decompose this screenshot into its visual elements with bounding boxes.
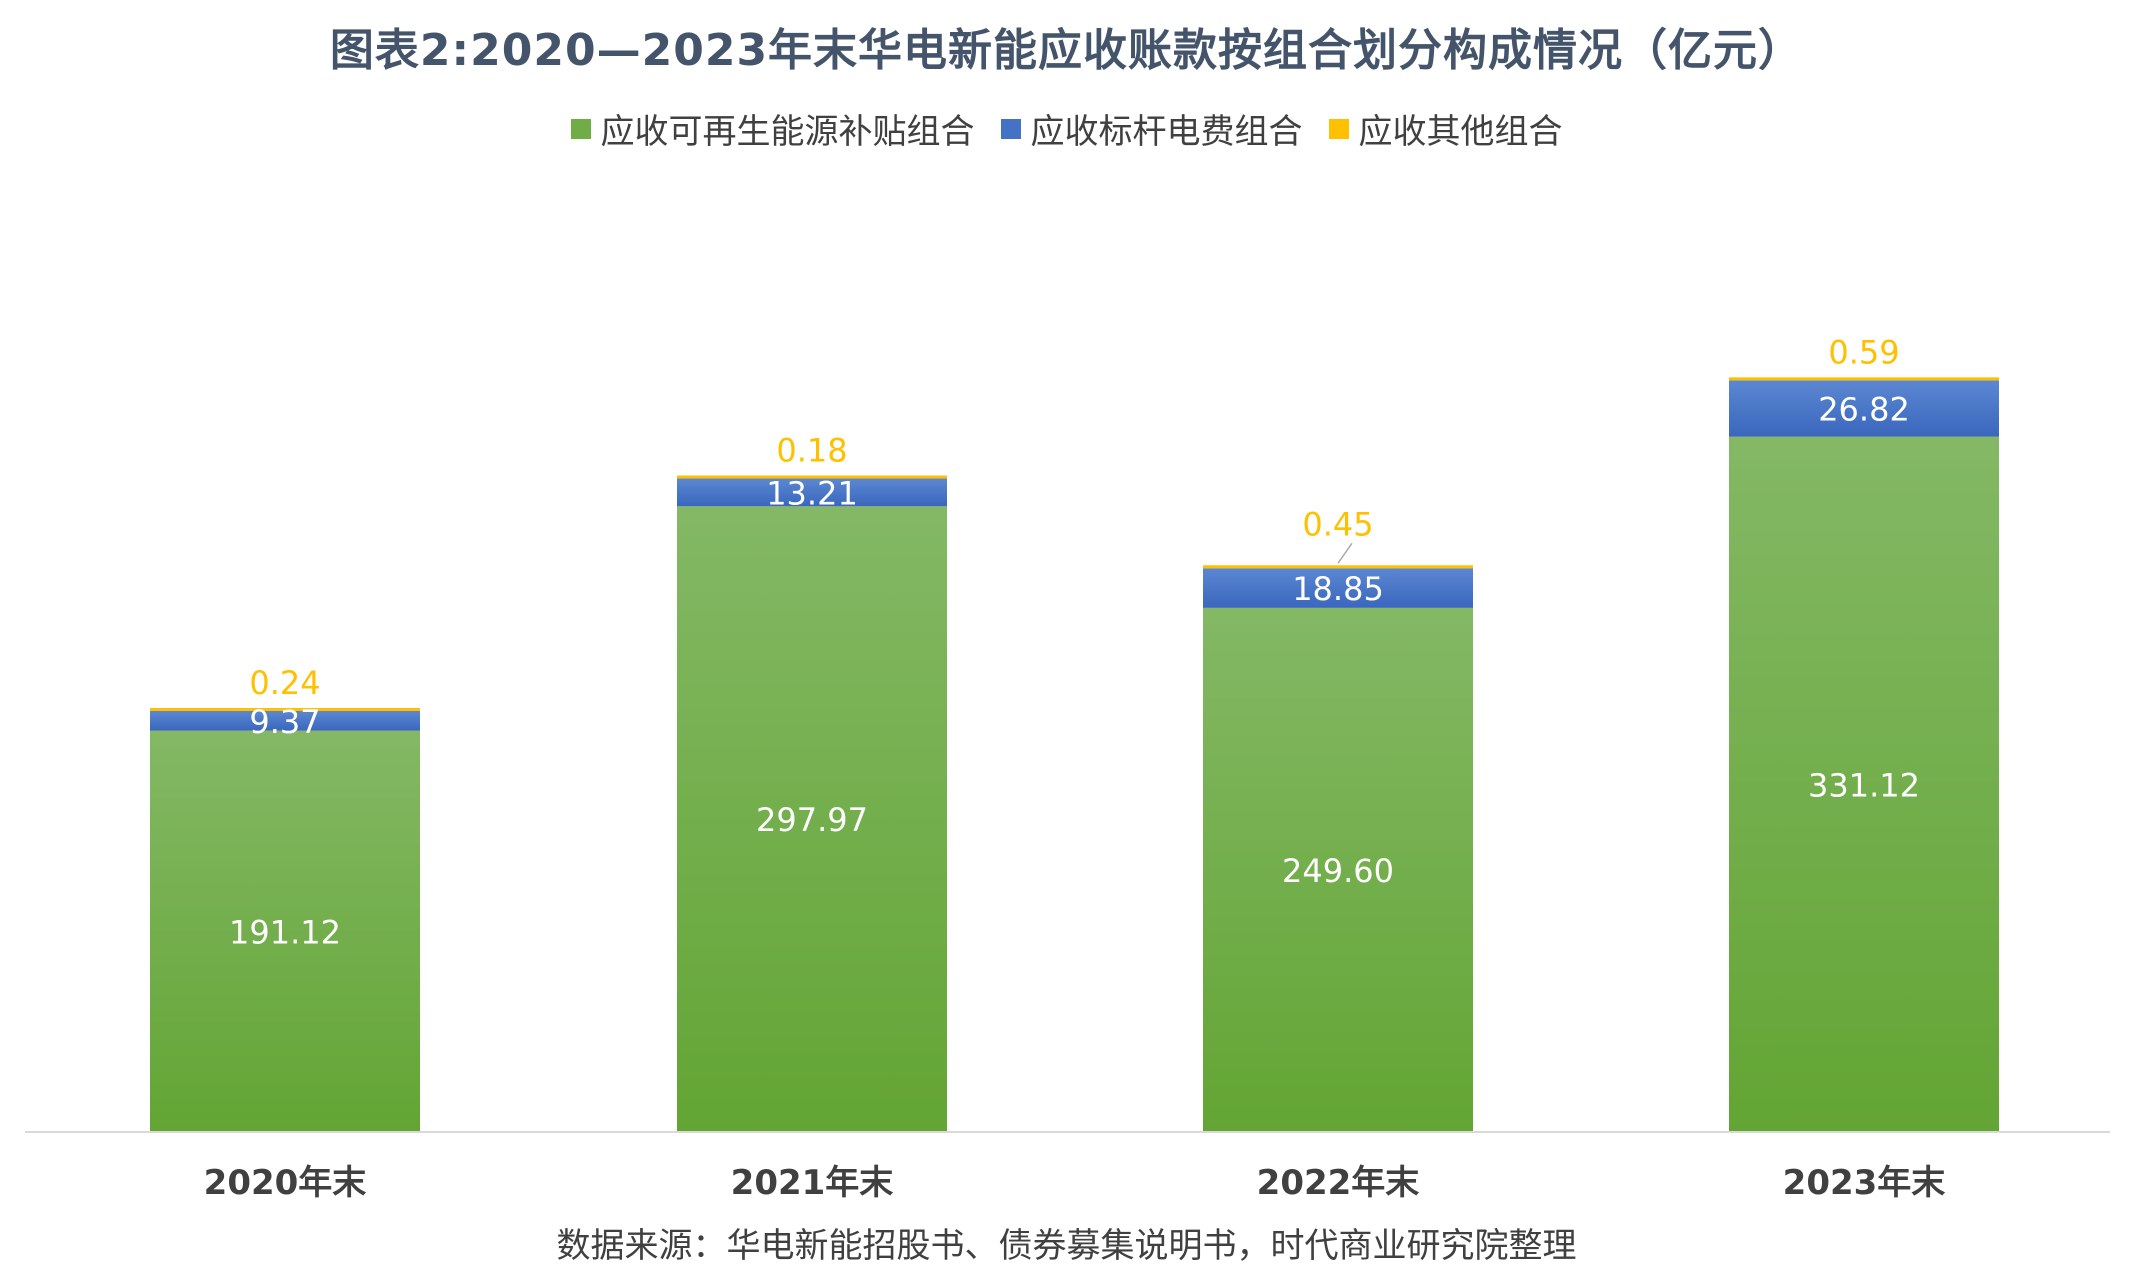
- category-label: 2021年末: [731, 1163, 894, 1203]
- legend-item-other: 应收其他组合: [1328, 104, 1563, 153]
- bar-segment-other: [677, 475, 947, 479]
- bar-segment-benchmark: [1729, 380, 1999, 437]
- legend-label-subsidy: 应收可再生能源补贴组合: [600, 112, 975, 152]
- data-label-subsidy: 331.12: [1808, 766, 1920, 804]
- data-label-subsidy: 249.60: [1282, 852, 1394, 890]
- legend-swatch-benchmark: [1000, 118, 1021, 139]
- data-label-benchmark: 13.21: [766, 474, 858, 512]
- bar-segment-benchmark: [150, 710, 420, 731]
- bar-segment-other: [1203, 565, 1473, 569]
- legend-item-subsidy: 应收可再生能源补贴组合: [570, 104, 975, 153]
- data-label-subsidy: 297.97: [756, 801, 868, 839]
- bars-layer: [150, 377, 1999, 1132]
- chart-title: 图表2:2020—2023年末华电新能应收账款按组合划分构成情况（亿元）: [329, 25, 1804, 76]
- bar-segment-other: [150, 707, 420, 711]
- data-label-benchmark: 18.85: [1292, 570, 1384, 608]
- bar-segment-benchmark: [1203, 568, 1473, 608]
- category-labels-layer: 2020年末 2021年末 2022年末 2023年末: [204, 1163, 1946, 1203]
- data-label-other: 0.45: [1302, 505, 1373, 543]
- category-label: 2023年末: [1783, 1163, 1946, 1203]
- bar-segment-subsidy: [1729, 436, 1999, 1132]
- data-label-other: 0.59: [1828, 333, 1899, 371]
- data-label-subsidy: 191.12: [229, 913, 341, 951]
- data-label-benchmark: 9.37: [249, 703, 320, 741]
- legend-item-benchmark: 应收标杆电费组合: [1000, 104, 1303, 153]
- chart-legend: 应收可再生能源补贴组合 应收标杆电费组合 应收其他组合: [0, 104, 2133, 153]
- legend-label-other: 应收其他组合: [1358, 112, 1563, 152]
- data-label-benchmark: 26.82: [1818, 390, 1910, 428]
- data-label-other: 0.24: [249, 664, 320, 702]
- data-label-other: 0.18: [776, 432, 847, 470]
- legend-swatch-subsidy: [570, 118, 591, 139]
- category-label: 2020年末: [204, 1163, 367, 1203]
- legend-label-benchmark: 应收标杆电费组合: [1030, 112, 1303, 152]
- labels-layer: 191.12 9.370.24 297.97 13.21 0.18 249.60 18.85…: [229, 333, 1920, 951]
- bar-segment-subsidy: [1203, 607, 1473, 1132]
- legend-swatch-other: [1328, 118, 1349, 139]
- data-source-note: 数据来源：华电新能招股书、债券募集说明书，时代商业研究院整理: [556, 1226, 1577, 1266]
- bar-segment-subsidy: [150, 730, 420, 1132]
- bar-segment-subsidy: [677, 506, 947, 1132]
- category-label: 2022年末: [1257, 1163, 1420, 1203]
- bar-segment-other: [1729, 377, 1999, 381]
- bar-segment-benchmark: [677, 478, 947, 507]
- leader-line: [1337, 542, 1353, 564]
